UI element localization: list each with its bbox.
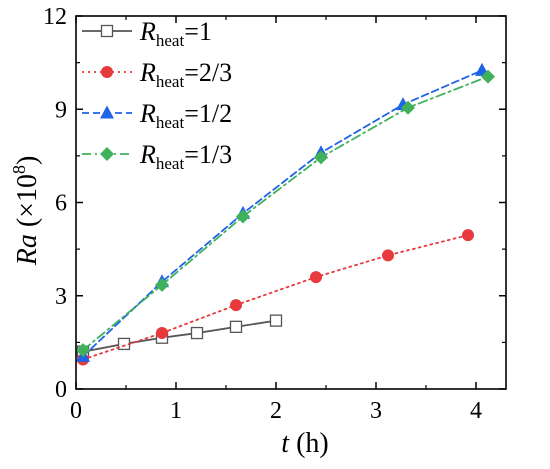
data-point (314, 150, 328, 165)
data-point (156, 327, 168, 340)
data-point (310, 271, 322, 284)
data-point (76, 343, 90, 358)
x-tick-label: 4 (470, 398, 482, 424)
legend: Rheat=1 Rheat=2/3 Rheat=1/2 Rheat=1/3 (82, 17, 232, 173)
x-axis-title: t (h) (281, 428, 328, 459)
series-line (82, 69, 483, 358)
series-2 (77, 229, 474, 366)
data-point (190, 326, 204, 340)
y-tick-label: 9 (55, 97, 67, 123)
x-tick-label: 0 (70, 398, 82, 424)
y-tick-label: 6 (55, 191, 67, 217)
legend-marker (100, 105, 114, 119)
series-3 (76, 62, 489, 362)
x-tick-label: 2 (270, 398, 282, 424)
legend-label: Rheat=1 (139, 17, 212, 50)
legend-label: Rheat=1/3 (139, 140, 232, 173)
series-line (82, 234, 469, 361)
series-line (82, 319, 277, 353)
x-tick-label: 3 (370, 398, 382, 424)
x-tick-label: 1 (170, 398, 182, 424)
y-axis-title: Ra (×108) (9, 156, 43, 267)
series-4 (76, 69, 495, 358)
legend-marker (101, 66, 113, 78)
plot-area (76, 62, 495, 366)
series-line (82, 75, 489, 352)
legend-label: Rheat=1/2 (139, 99, 232, 132)
legend-entry-1: Rheat=1 (82, 17, 212, 50)
data-point (269, 314, 283, 327)
axis-labels: t (h) Ra (×108) (9, 156, 329, 459)
legend-entry-3: Rheat=1/2 (82, 99, 232, 132)
y-tick-label: 3 (55, 284, 67, 310)
legend-marker (100, 147, 114, 161)
data-point (229, 320, 243, 333)
legend-marker (100, 24, 114, 38)
data-point (230, 299, 242, 312)
data-point (481, 69, 495, 84)
data-point (462, 229, 474, 242)
data-point (155, 277, 169, 292)
data-point (236, 209, 250, 224)
legend-entry-4: Rheat=1/3 (82, 140, 232, 173)
data-point (401, 100, 415, 115)
legend-entry-2: Rheat=2/3 (82, 58, 232, 91)
legend-label: Rheat=2/3 (139, 58, 232, 91)
y-tick-label: 12 (43, 4, 67, 30)
data-point (382, 249, 394, 262)
y-tick-label: 0 (55, 377, 67, 403)
